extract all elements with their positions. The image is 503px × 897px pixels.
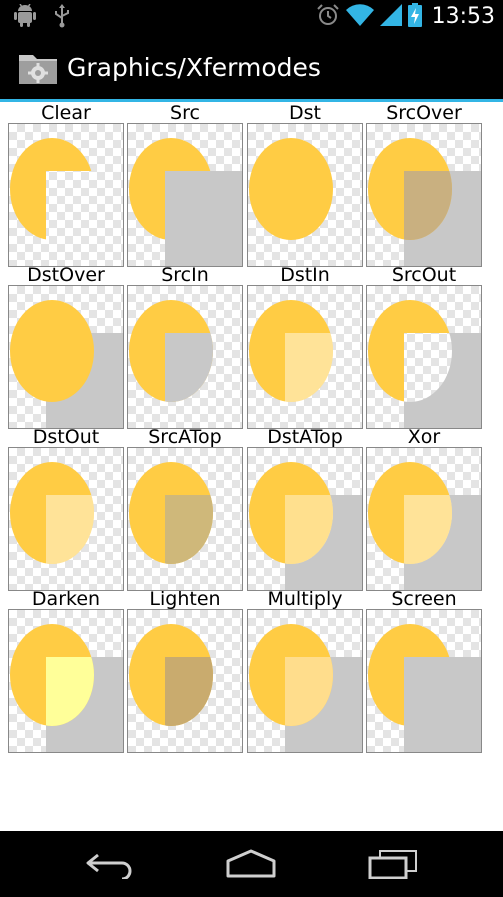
signal-icon (379, 4, 402, 30)
xfermode-swatch (366, 609, 482, 753)
folder-gear-icon[interactable] (18, 51, 58, 89)
xfermode-label: Multiply (267, 588, 343, 610)
xfermode-label: SrcOver (386, 102, 462, 124)
source-square (404, 333, 481, 428)
alarm-icon (316, 3, 340, 31)
xfermode-label: DstATop (267, 426, 343, 448)
destination-circle (368, 462, 452, 564)
destination-circle (249, 300, 333, 402)
xfermode-swatch (247, 609, 363, 753)
xfermode-swatch (366, 447, 482, 591)
xfermode-label: SrcATop (148, 426, 222, 448)
xfermode-label: Darken (31, 588, 101, 610)
xfermode-swatch (366, 285, 482, 429)
source-square (165, 657, 213, 726)
xfermode-swatch (247, 285, 363, 429)
destination-circle (10, 300, 94, 402)
destination-circle (10, 138, 94, 240)
xfermode-swatch (247, 123, 363, 267)
xfermode-label: Clear (41, 102, 91, 124)
battery-charging-icon (407, 3, 422, 31)
home-icon[interactable] (224, 849, 278, 883)
xfermode-swatch (127, 123, 243, 267)
android-debug-icon (14, 3, 36, 32)
xfermodes-grid: Clear Src Dst SrcOver DstOver SrcIn DstIn SrcOu… (0, 102, 503, 831)
xfermode-label: SrcOut (391, 264, 457, 286)
xfermode-swatch (127, 609, 243, 753)
recents-icon[interactable] (368, 849, 418, 883)
usb-icon (54, 4, 70, 32)
xfermode-swatch (8, 609, 124, 753)
source-square (165, 495, 213, 564)
navigation-bar (0, 831, 503, 897)
action-bar-divider (0, 99, 503, 102)
wifi-icon (345, 4, 374, 30)
destination-circle (249, 138, 333, 240)
xfermode-label: DstOver (27, 264, 105, 286)
xfermode-swatch (127, 447, 243, 591)
xfermode-label: Dst (289, 102, 321, 124)
xfermode-label: DstIn (280, 264, 330, 286)
source-square (165, 333, 213, 402)
status-bar: 13:53 (0, 0, 503, 33)
action-bar: Graphics/Xfermodes (0, 33, 503, 99)
xfermode-swatch (247, 447, 363, 591)
xfermode-label: Screen (391, 588, 457, 610)
destination-circle (249, 462, 333, 564)
back-icon[interactable] (84, 849, 136, 883)
xfermode-label: Lighten (149, 588, 221, 610)
xfermode-swatch (366, 123, 482, 267)
xfermode-swatch (8, 447, 124, 591)
source-square (285, 333, 333, 402)
xfermode-swatch (127, 285, 243, 429)
xfermode-label: Src (170, 102, 200, 124)
xfermode-swatch (8, 285, 124, 429)
xfermode-label: DstOut (32, 426, 100, 448)
page-title: Graphics/Xfermodes (67, 53, 321, 82)
source-square (165, 171, 242, 266)
source-square (46, 495, 94, 564)
destination-circle (10, 462, 94, 564)
source-square (404, 657, 481, 752)
xfermode-label: SrcIn (161, 264, 209, 286)
status-time: 13:53 (431, 4, 495, 29)
xfermode-swatch (8, 123, 124, 267)
xfermode-label: Xor (407, 426, 441, 448)
